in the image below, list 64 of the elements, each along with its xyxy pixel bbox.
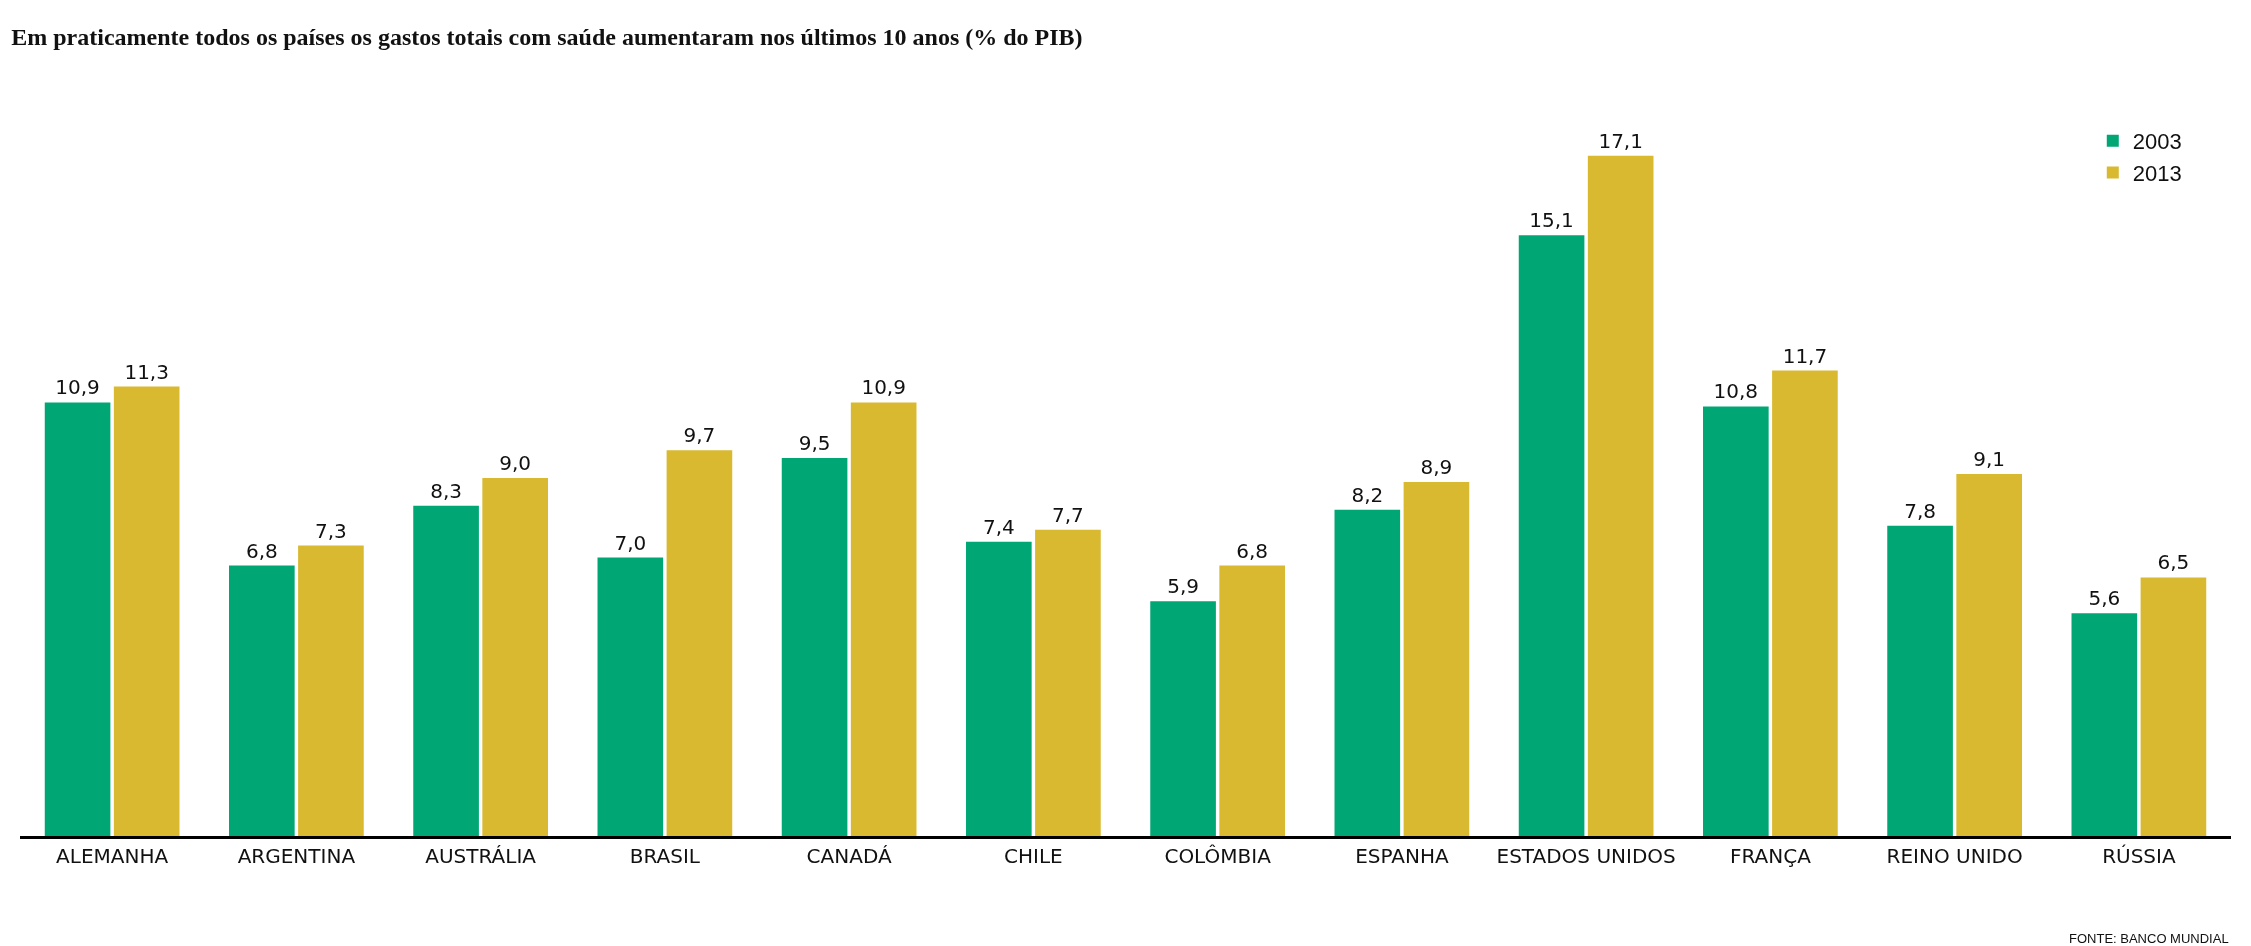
bar — [298, 545, 364, 836]
data-label: 10,9 — [55, 375, 100, 400]
bar — [1403, 481, 1470, 836]
bar — [44, 402, 111, 836]
bar — [1956, 474, 2022, 836]
bar — [113, 386, 180, 836]
data-label: 9,7 — [683, 423, 716, 448]
x-tick-label: CANADÁ — [806, 844, 892, 868]
bar — [1334, 509, 1401, 836]
data-label: 9,1 — [1973, 447, 2006, 472]
x-tick-label: FRANÇA — [1729, 844, 1812, 868]
data-label: 9,5 — [798, 431, 831, 456]
data-label: 5,9 — [1167, 574, 1199, 599]
bar — [666, 450, 733, 836]
data-label: 10,8 — [1713, 379, 1759, 404]
bar — [2071, 613, 2138, 836]
x-tick-label: COLÔMBIA — [1164, 844, 1272, 868]
bar — [1219, 565, 1285, 836]
data-label: 8,3 — [430, 478, 462, 503]
data-label: 6,8 — [245, 538, 278, 563]
data-label: 9,0 — [499, 451, 532, 475]
x-tick-label: RÚSSIA — [2102, 844, 2176, 868]
bar — [1887, 525, 1953, 836]
data-label: 7,8 — [1904, 498, 1936, 523]
data-label: 17,1 — [1598, 128, 1643, 153]
data-label: 11,3 — [124, 359, 169, 384]
data-label: 10,9 — [861, 375, 906, 400]
data-label: 7,4 — [982, 514, 1015, 539]
bar — [482, 478, 548, 836]
bar — [2140, 577, 2207, 836]
x-tick-label: ESPANHA — [1355, 844, 1449, 868]
bar — [850, 402, 917, 836]
bar — [1772, 370, 1838, 836]
bar — [1150, 601, 1216, 836]
bar — [1518, 235, 1585, 836]
data-label: 15,1 — [1529, 208, 1574, 233]
bar — [597, 557, 664, 836]
data-label: 6,8 — [1236, 538, 1269, 563]
x-tick-label: CHILE — [1004, 844, 1063, 868]
data-label: 11,7 — [1782, 343, 1828, 368]
data-label: 7,0 — [614, 530, 647, 555]
bar — [1703, 406, 1769, 836]
bar — [413, 505, 479, 836]
data-label: 5,6 — [2088, 586, 2121, 611]
data-label: 8,2 — [1351, 482, 1384, 507]
data-label: 6,5 — [2157, 550, 2190, 575]
bar — [1587, 155, 1654, 836]
source-note: FONTE: BANCO MUNDIAL — [2069, 931, 2229, 946]
chart-title: Em praticamente todos os países os gastos totais com saúde aumentaram nos últimos 10 anos (% do PIB) — [11, 24, 1083, 51]
x-tick-label: ALEMANHA — [56, 844, 169, 868]
x-tick-label: ARGENTINA — [237, 844, 356, 868]
data-label: 8,9 — [1420, 454, 1453, 479]
x-tick-label: BRASIL — [629, 844, 701, 868]
bar — [1035, 529, 1101, 836]
legend-label: 2003 — [2132, 129, 2182, 155]
bar — [966, 541, 1032, 836]
bar — [781, 458, 848, 836]
legend-label: 2013 — [2132, 160, 2182, 186]
x-tick-label: ESTADOS UNIDOS — [1496, 844, 1676, 868]
x-tick-label: REINO UNIDO — [1886, 844, 2023, 868]
data-label: 7,7 — [1052, 502, 1084, 527]
data-label: 7,3 — [315, 518, 347, 543]
bar — [229, 565, 295, 836]
x-tick-label: AUSTRÁLIA — [425, 844, 537, 868]
